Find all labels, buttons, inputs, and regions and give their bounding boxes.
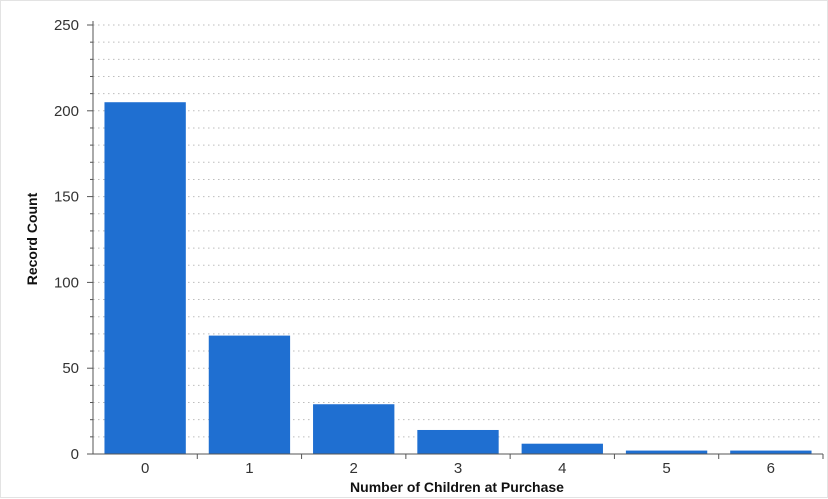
- bar-2: [313, 404, 395, 454]
- y-tick-labels: 0 50 100 150 200 250: [54, 17, 79, 463]
- bar-0: [104, 102, 186, 454]
- bar-1: [208, 335, 291, 454]
- x-tick-labels: 0 1 2 3 4 5 6: [141, 460, 775, 477]
- y-axis-title: Record Count: [24, 192, 40, 285]
- y-tick-label: 250: [54, 17, 79, 34]
- x-tick-label: 1: [245, 460, 253, 477]
- y-tick-label: 0: [71, 446, 79, 463]
- x-tick-label: 6: [767, 460, 775, 477]
- x-tick-label: 3: [454, 460, 462, 477]
- bar-3: [417, 429, 499, 454]
- y-tick-label: 150: [54, 189, 79, 206]
- x-tick-label: 0: [141, 460, 149, 477]
- grid-lines: [93, 24, 823, 438]
- bar-4: [521, 443, 603, 454]
- bar-6: [730, 450, 812, 454]
- x-axis-title: Number of Children at Purchase: [350, 479, 564, 495]
- x-tick-label: 5: [662, 460, 670, 477]
- x-tick-label: 2: [350, 460, 358, 477]
- y-tick-label: 50: [62, 360, 79, 377]
- bars: [104, 102, 812, 454]
- bar-5: [625, 450, 708, 454]
- axes: [87, 21, 824, 459]
- y-tick-label: 100: [54, 274, 79, 291]
- y-tick-label: 200: [54, 103, 79, 120]
- x-tick-label: 4: [558, 460, 566, 477]
